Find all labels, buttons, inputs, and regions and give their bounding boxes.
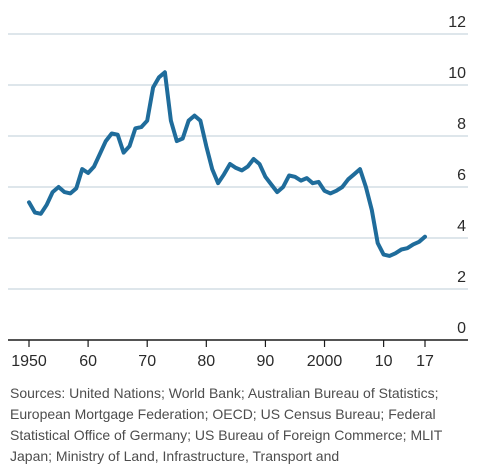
y-tick-label: 10 xyxy=(448,65,466,82)
y-axis: 0 2 4 6 8 10 12 xyxy=(448,14,466,337)
series-line xyxy=(27,70,427,258)
x-tick-label: 10 xyxy=(375,353,393,370)
y-tick-label: 0 xyxy=(457,320,466,337)
x-tick-label: 80 xyxy=(197,353,215,370)
x-tick-label: 17 xyxy=(416,353,434,370)
gridlines xyxy=(8,33,468,341)
x-tick-label: 60 xyxy=(79,353,97,370)
x-axis: 1950 60 70 80 90 2000 10 17 xyxy=(11,340,434,370)
y-tick-label: 12 xyxy=(448,14,466,31)
y-tick-label: 2 xyxy=(457,269,466,286)
y-tick-label: 4 xyxy=(457,218,466,235)
x-tick-label: 90 xyxy=(257,353,275,370)
y-tick-label: 8 xyxy=(457,116,466,133)
y-tick-label: 6 xyxy=(457,167,466,184)
x-tick-label: 70 xyxy=(138,353,156,370)
line-chart: 0 2 4 6 8 10 12 1950 60 70 80 90 2000 10 17 xyxy=(8,14,468,370)
x-tick-label: 1950 xyxy=(11,353,47,370)
x-tick-label: 2000 xyxy=(307,353,343,370)
source-note: Sources: United Nations; World Bank; Aus… xyxy=(10,385,443,464)
